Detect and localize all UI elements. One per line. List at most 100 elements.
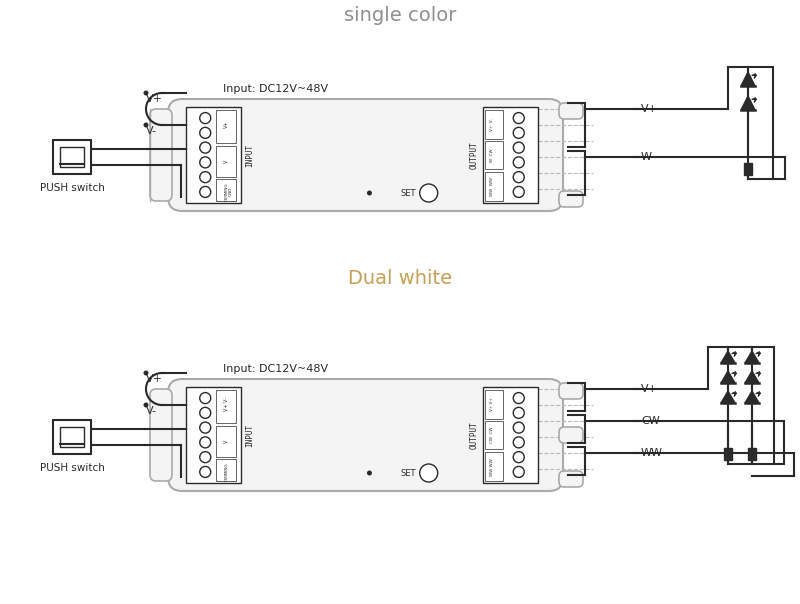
Text: DIMMING: DIMMING [224,462,228,481]
Circle shape [514,437,524,448]
Bar [724,448,732,460]
Circle shape [514,142,524,153]
Circle shape [143,402,149,408]
Bar [485,141,502,169]
Text: SET: SET [400,469,416,478]
Circle shape [200,452,210,463]
Text: V+: V+ [146,374,163,384]
Circle shape [514,407,524,419]
Bar [485,110,502,139]
Bar [60,147,84,167]
Polygon shape [721,391,735,403]
Bar [216,390,235,423]
Circle shape [514,187,524,198]
Bar [60,427,84,447]
Circle shape [200,437,210,448]
Circle shape [200,422,210,433]
Text: OUTPUT: OUTPUT [470,141,479,169]
Bar [53,140,91,174]
Bar [216,146,235,177]
FancyBboxPatch shape [559,471,583,487]
Text: V+ V+: V+ V+ [490,397,494,411]
FancyBboxPatch shape [559,103,583,119]
Text: PUSH switch: PUSH switch [39,183,105,193]
Text: V-: V- [146,126,157,136]
Text: WW: WW [641,448,663,458]
Bar [216,110,235,144]
Polygon shape [745,371,759,383]
Bar [485,172,502,201]
Bar [483,107,538,203]
Polygon shape [745,351,759,363]
Circle shape [200,187,210,198]
Circle shape [200,407,210,419]
Polygon shape [721,351,735,363]
Bar [744,163,752,175]
Bar [485,420,502,449]
Text: Dual white: Dual white [348,269,452,288]
Text: INPUT: INPUT [245,143,254,167]
Text: W: W [641,152,652,162]
Text: GND: GND [229,187,233,196]
Bar [485,390,502,419]
Polygon shape [741,96,755,110]
Text: V+: V+ [224,121,229,128]
Circle shape [200,466,210,477]
FancyBboxPatch shape [559,191,583,207]
Polygon shape [741,72,755,86]
Circle shape [200,172,210,182]
Text: INPUT: INPUT [245,423,254,446]
Circle shape [514,127,524,138]
Circle shape [367,190,372,196]
FancyBboxPatch shape [559,383,583,399]
Text: WW WW: WW WW [490,458,494,475]
Bar [186,107,241,203]
Circle shape [200,127,210,138]
Circle shape [514,157,524,168]
Bar [186,387,241,483]
Text: OUTPUT: OUTPUT [470,421,479,449]
Circle shape [143,123,149,127]
Text: CW: CW [641,416,660,426]
Text: V: V [224,160,229,164]
Bar [53,420,91,454]
Bar [216,179,235,201]
Bar [485,452,502,481]
Text: CW  CW: CW CW [490,427,494,443]
Text: Input: DC12V~48V: Input: DC12V~48V [223,364,328,374]
Text: V+: V+ [641,104,658,114]
Circle shape [514,112,524,124]
Polygon shape [721,371,735,383]
Text: V-: V- [146,406,157,416]
FancyBboxPatch shape [150,389,172,481]
Circle shape [143,91,149,95]
Circle shape [514,393,524,403]
Text: V: V [224,440,229,443]
Circle shape [420,184,438,202]
Text: DIMMING: DIMMING [224,182,228,201]
Circle shape [514,172,524,182]
Text: V+: V+ [146,94,163,104]
Circle shape [367,471,372,475]
Circle shape [514,452,524,463]
Text: V+: V+ [641,384,658,394]
FancyBboxPatch shape [150,109,172,201]
Circle shape [200,142,210,153]
Text: Input: DC12V~48V: Input: DC12V~48V [223,84,328,94]
Circle shape [143,370,149,376]
Circle shape [420,464,438,482]
Text: V+ V-: V+ V- [224,397,229,411]
Text: WW  WW: WW WW [490,177,494,196]
Bar [483,387,538,483]
Bar [216,459,235,481]
FancyBboxPatch shape [559,427,583,443]
Text: V+  V-: V+ V- [490,118,494,131]
Text: SET: SET [400,188,416,198]
Circle shape [200,112,210,124]
Circle shape [200,157,210,168]
Bar [748,448,756,460]
Text: W  CW: W CW [490,148,494,162]
FancyBboxPatch shape [168,99,563,211]
Polygon shape [745,391,759,403]
Circle shape [514,466,524,477]
